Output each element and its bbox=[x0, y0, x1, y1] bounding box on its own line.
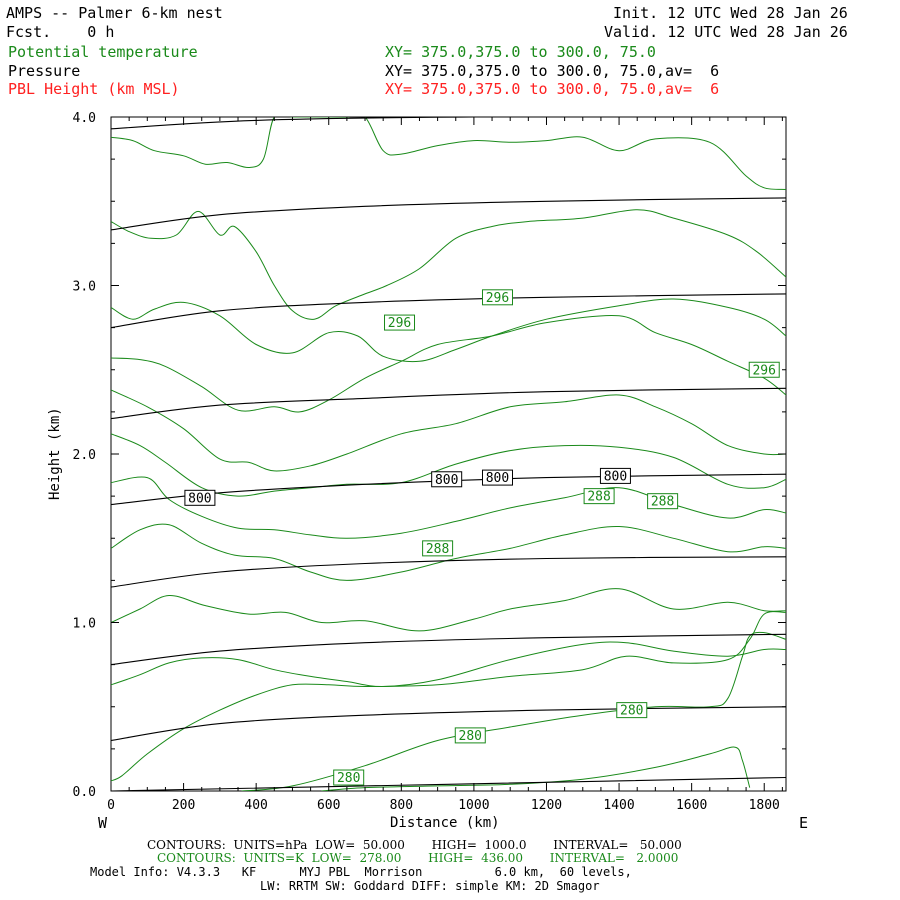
contour-label-box-8 bbox=[647, 493, 679, 510]
xy-theta: XY= 375.0,375.0 to 300.0, 75.0 bbox=[385, 43, 656, 61]
contour-label-1: 800 bbox=[435, 473, 458, 488]
theta-contour-2 bbox=[111, 611, 786, 782]
x-tick-label-1000: 1000 bbox=[458, 798, 489, 813]
y-tick-label-1: 1.0 bbox=[73, 617, 96, 632]
contour-label-4: 296 bbox=[486, 291, 509, 306]
xy-pressure: XY= 375.0,375.0 to 300.0, 75.0,av= 6 bbox=[385, 62, 720, 80]
contour-label-box-4 bbox=[481, 289, 513, 306]
contour-label-box-5 bbox=[384, 314, 416, 331]
y-tick-label-4: 4.0 bbox=[73, 111, 96, 126]
contour-label-6: 296 bbox=[752, 363, 775, 378]
legend-potential-temperature: Potential temperature bbox=[8, 43, 198, 61]
contour-label-box-7 bbox=[583, 488, 615, 505]
contour-label-12: 280 bbox=[337, 771, 360, 786]
x-tick-label-600: 600 bbox=[317, 798, 340, 813]
x-tick-label-1400: 1400 bbox=[603, 798, 634, 813]
x-tick-label-1200: 1200 bbox=[531, 798, 562, 813]
pressure-contour-5 bbox=[111, 387, 786, 420]
footer-pressure-contours: CONTOURS: UNITS=hPa LOW= 50.000 HIGH= 10… bbox=[147, 838, 682, 852]
theta-contour-8 bbox=[111, 389, 786, 472]
contour-label-box-1 bbox=[431, 471, 463, 488]
pressure-contours bbox=[111, 117, 786, 791]
theta-contour-5 bbox=[111, 523, 786, 581]
chart-title: AMPS -- Palmer 6-km nest bbox=[6, 4, 223, 22]
contour-label-11: 280 bbox=[459, 729, 482, 744]
east-label: E bbox=[799, 814, 809, 832]
theta-contour-12 bbox=[111, 117, 786, 190]
contour-label-box-0 bbox=[184, 489, 216, 506]
footer-physics: LW: RRTM SW: Goddard DIFF: simple KM: 2D… bbox=[260, 879, 600, 893]
theta-contour-6 bbox=[111, 476, 786, 539]
x-tick-label-400: 400 bbox=[244, 798, 267, 813]
forecast-hour: 0 h bbox=[87, 23, 115, 41]
contour-label-7: 288 bbox=[587, 490, 610, 505]
contour-label-box-9 bbox=[422, 540, 454, 557]
axis-ticks: 0 200 400 600 800 1000 1200 1400 1600 1800 0.0 1.0 2… bbox=[73, 111, 786, 813]
pressure-contour-6 bbox=[111, 293, 786, 329]
pressure-contour-3 bbox=[111, 556, 786, 588]
pressure-contour-8 bbox=[111, 117, 786, 130]
contour-label-box-11 bbox=[454, 727, 486, 744]
forecast-label: Fcst. 0 h bbox=[6, 24, 114, 40]
x-tick-label-1600: 1600 bbox=[676, 798, 707, 813]
theta-contour-3 bbox=[111, 641, 786, 688]
init-time: Init. 12 UTC Wed 28 Jan 26 bbox=[613, 4, 848, 22]
theta-contour-10 bbox=[111, 298, 786, 363]
forecast-label-text: Fcst. bbox=[6, 23, 52, 41]
legend-pbl-height: PBL Height (km MSL) bbox=[8, 80, 180, 98]
footer-theta-contours: CONTOURS: UNITS=K LOW= 278.00 HIGH= 436.… bbox=[157, 851, 679, 865]
contour-label-box-3 bbox=[599, 467, 631, 484]
x-tick-label-200: 200 bbox=[172, 798, 195, 813]
contour-label-box-6 bbox=[748, 361, 780, 378]
theta-contours bbox=[111, 117, 786, 791]
contour-label-5: 296 bbox=[388, 316, 411, 331]
legend-pressure: Pressure bbox=[8, 62, 81, 80]
theta-contour-4 bbox=[111, 588, 786, 632]
contour-label-10: 280 bbox=[620, 704, 643, 719]
contour-labels: 800 800 800 800 296 296 296 288 288 288 280 280 280 bbox=[184, 289, 780, 786]
pressure-contour-7 bbox=[111, 197, 786, 231]
contour-label-8: 288 bbox=[651, 495, 674, 510]
contour-label-box-12 bbox=[333, 769, 365, 786]
contour-label-box-10 bbox=[616, 702, 648, 719]
footer-model-info: Model Info: V4.3.3 KF MYJ PBL Morrison 6… bbox=[90, 865, 632, 879]
pressure-contour-0 bbox=[111, 776, 786, 791]
contour-label-3: 800 bbox=[604, 469, 627, 484]
pressure-contour-1 bbox=[111, 706, 786, 742]
y-tick-label-0: 0.0 bbox=[73, 785, 96, 800]
y-axis-title: Height (km) bbox=[47, 407, 63, 500]
west-label: W bbox=[98, 814, 108, 832]
xy-pbl: XY= 375.0,375.0 to 300.0, 75.0,av= 6 bbox=[385, 80, 720, 98]
contour-label-box-2 bbox=[481, 469, 513, 486]
theta-contour-11 bbox=[111, 209, 786, 320]
theta-contour-9 bbox=[111, 314, 786, 413]
theta-contour-0 bbox=[321, 746, 751, 791]
x-axis-title: Distance (km) bbox=[390, 815, 500, 831]
y-tick-label-2: 2.0 bbox=[73, 448, 96, 463]
x-tick-label-0: 0 bbox=[107, 798, 115, 813]
x-tick-label-1800: 1800 bbox=[749, 798, 780, 813]
x-tick-label-800: 800 bbox=[390, 798, 413, 813]
contour-label-9: 288 bbox=[426, 542, 449, 557]
valid-time: Valid. 12 UTC Wed 28 Jan 26 bbox=[604, 23, 848, 41]
pressure-contour-2 bbox=[111, 633, 786, 666]
y-tick-label-3: 3.0 bbox=[73, 280, 96, 295]
theta-contour-1 bbox=[241, 631, 786, 791]
contour-label-2: 800 bbox=[486, 471, 509, 486]
contour-label-0: 800 bbox=[188, 491, 211, 506]
